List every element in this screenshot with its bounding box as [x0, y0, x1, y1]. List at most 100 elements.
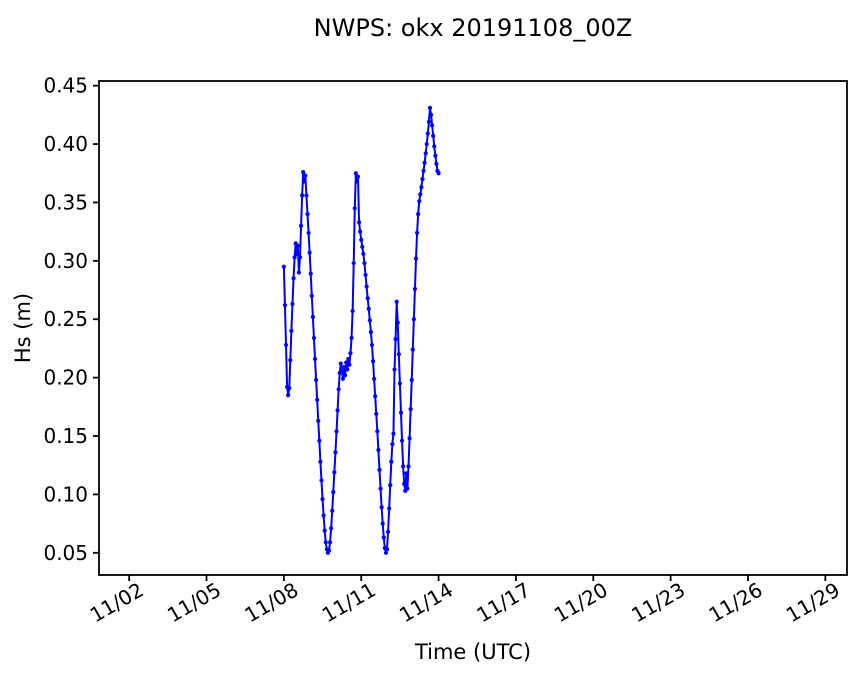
- y-tick-label: 0.35: [43, 190, 88, 214]
- plot-border: [98, 80, 848, 576]
- data-point-marker: [413, 256, 419, 261]
- data-point-marker: [302, 179, 307, 184]
- y-tick-label: 0.20: [43, 366, 88, 390]
- data-point-marker: [410, 347, 415, 352]
- data-point-marker: [363, 272, 368, 277]
- data-point-marker: [295, 243, 300, 248]
- data-point-marker: [353, 171, 358, 176]
- data-point-marker: [332, 470, 337, 475]
- data-point-marker: [358, 229, 363, 234]
- data-point-marker: [347, 362, 352, 367]
- data-point-marker: [352, 206, 357, 211]
- data-point-marker: [319, 478, 324, 483]
- data-point-marker: [402, 481, 407, 487]
- data-point-marker: [329, 526, 334, 531]
- x-tick-label: 11/02: [86, 578, 148, 628]
- data-point-marker: [351, 261, 356, 266]
- data-point-marker: [287, 386, 292, 391]
- data-point-marker: [399, 438, 405, 443]
- data-point-marker: [427, 105, 433, 110]
- data-point-marker: [365, 296, 370, 301]
- x-tick-label: 11/26: [705, 578, 767, 628]
- data-point-marker: [338, 361, 343, 366]
- data-point-marker: [373, 394, 378, 399]
- y-tick-label: 0.40: [43, 132, 88, 156]
- data-point-marker: [291, 276, 296, 281]
- data-point-marker: [401, 464, 406, 469]
- data-point-marker: [424, 141, 429, 147]
- chart-title: NWPS: okx 20191108_00Z: [314, 14, 633, 42]
- data-point-marker: [405, 486, 410, 491]
- data-point-marker: [316, 418, 321, 423]
- data-point-marker: [315, 397, 320, 402]
- data-point-marker: [289, 328, 294, 334]
- data-point-marker: [409, 377, 414, 383]
- data-point-marker: [326, 548, 332, 553]
- data-point-marker: [343, 373, 348, 378]
- data-point-marker: [422, 160, 427, 165]
- data-point-marker: [425, 131, 430, 136]
- x-axis-label: Time (UTC): [414, 640, 531, 664]
- data-point-marker: [387, 506, 392, 511]
- data-point-marker: [322, 528, 327, 533]
- data-point-marker: [383, 550, 389, 555]
- data-point-marker: [369, 342, 375, 348]
- data-point-marker: [392, 367, 397, 372]
- data-point-marker: [308, 271, 313, 276]
- data-point-marker: [303, 173, 308, 178]
- data-point-marker: [344, 360, 349, 365]
- data-point-marker: [359, 237, 364, 242]
- y-axis-label: Hs (m): [11, 293, 35, 363]
- data-point-marker: [297, 255, 303, 260]
- data-point-marker: [360, 244, 365, 249]
- data-point-marker: [282, 303, 288, 308]
- data-point-marker: [407, 436, 412, 441]
- data-point-marker: [300, 193, 305, 198]
- data-point-marker: [304, 193, 309, 198]
- data-point-marker: [331, 489, 336, 495]
- data-point-marker: [348, 351, 353, 356]
- data-point-marker: [396, 352, 401, 357]
- data-point-marker: [395, 320, 400, 325]
- data-point-marker: [323, 540, 328, 545]
- data-point-marker: [356, 220, 362, 225]
- data-point-marker: [368, 329, 373, 335]
- data-point-marker: [420, 177, 425, 182]
- data-point-marker: [390, 442, 395, 447]
- data-point-marker: [292, 255, 297, 260]
- data-point-marker: [355, 174, 361, 179]
- data-point-marker: [281, 264, 286, 269]
- data-point-marker: [414, 230, 420, 235]
- data-point-marker: [378, 486, 383, 491]
- data-point-marker: [428, 112, 434, 117]
- data-point-marker: [340, 376, 346, 381]
- data-point-marker: [418, 192, 423, 197]
- data-point-marker: [393, 336, 398, 342]
- data-point-marker: [312, 356, 318, 362]
- data-point-marker: [380, 521, 385, 526]
- x-tick-label: 11/11: [318, 578, 380, 628]
- data-point-marker: [389, 459, 394, 464]
- data-point-marker: [349, 335, 354, 341]
- data-point-marker: [335, 408, 340, 413]
- data-point-marker: [394, 299, 399, 304]
- data-point-marker: [298, 223, 304, 228]
- data-point-marker: [320, 496, 325, 502]
- data-point-marker: [436, 171, 441, 176]
- y-axis-ticks: 0.05 0.10 0.15 0.20 0.25 0.30 0.35 0.40 0.45: [43, 74, 99, 565]
- data-point-marker: [309, 293, 314, 298]
- x-tick-label: 11/17: [473, 578, 535, 628]
- data-point-marker: [301, 169, 306, 175]
- data-point-marker: [431, 133, 436, 138]
- x-tick-label: 11/08: [240, 578, 302, 628]
- data-point-marker: [345, 367, 350, 372]
- data-point-marker: [426, 119, 432, 124]
- y-tick-label: 0.25: [43, 307, 88, 331]
- data-point-marker: [423, 151, 428, 156]
- x-tick-label: 11/05: [163, 578, 225, 628]
- data-point-marker: [314, 377, 319, 383]
- x-axis-ticks: 11/02 11/05 11/08 11/11 11/14 11/17 11/20 11/23…: [86, 575, 844, 627]
- data-point-marker: [367, 318, 372, 323]
